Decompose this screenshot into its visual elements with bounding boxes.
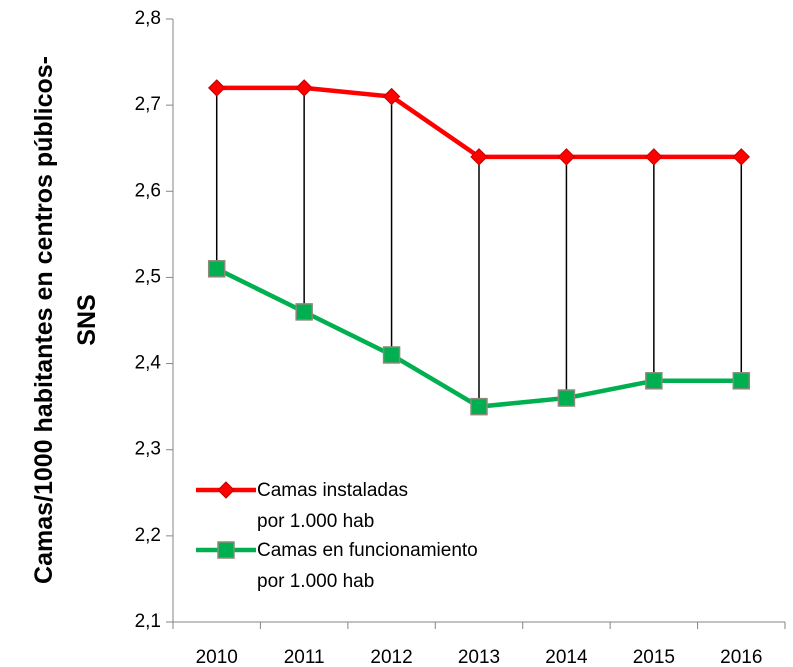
y-tick-label: 2,2	[135, 525, 161, 546]
square-marker	[207, 260, 226, 278]
x-tick-label: 2013	[458, 647, 500, 667]
diamond-marker	[382, 87, 401, 106]
y-tick-label: 2,8	[135, 8, 161, 29]
diamond-marker	[295, 79, 313, 97]
diamond-marker	[557, 148, 576, 166]
x-tick-label: 2011	[284, 647, 325, 667]
y-tick-label: 2,4	[135, 353, 162, 374]
legend-label: Camas en funcionamiento por 1.000 hab	[257, 540, 478, 592]
square-marker	[217, 541, 235, 559]
square-marker	[470, 397, 488, 416]
diamond-marker	[217, 481, 235, 499]
y-tick-label: 2,5	[135, 266, 161, 287]
diamond-marker	[208, 79, 226, 97]
x-tick-label: 2014	[545, 647, 588, 667]
square-marker	[295, 303, 313, 321]
y-tick-label: 2,6	[135, 180, 161, 201]
square-marker	[557, 389, 576, 407]
square-marker	[645, 372, 663, 390]
series-line	[216, 85, 742, 160]
y-tick-label: 2,3	[135, 439, 161, 460]
square-marker	[382, 346, 401, 364]
x-tick-label: 2015	[633, 647, 675, 667]
x-tick-label: 2010	[196, 647, 238, 667]
y-tick-label: 2,7	[135, 94, 161, 115]
y-tick-label: 2,1	[135, 611, 161, 632]
legend-label: Camas instaladas por 1.000 hab	[257, 480, 409, 532]
diamond-marker	[645, 148, 663, 166]
x-tick-label: 2016	[720, 647, 762, 667]
y-axis-title: Camas/1000 habitantes en centros público…	[30, 56, 101, 584]
diamond-marker	[470, 148, 488, 166]
diamond-marker	[732, 148, 750, 166]
square-marker	[732, 372, 751, 390]
x-tick-label: 2012	[370, 647, 412, 667]
